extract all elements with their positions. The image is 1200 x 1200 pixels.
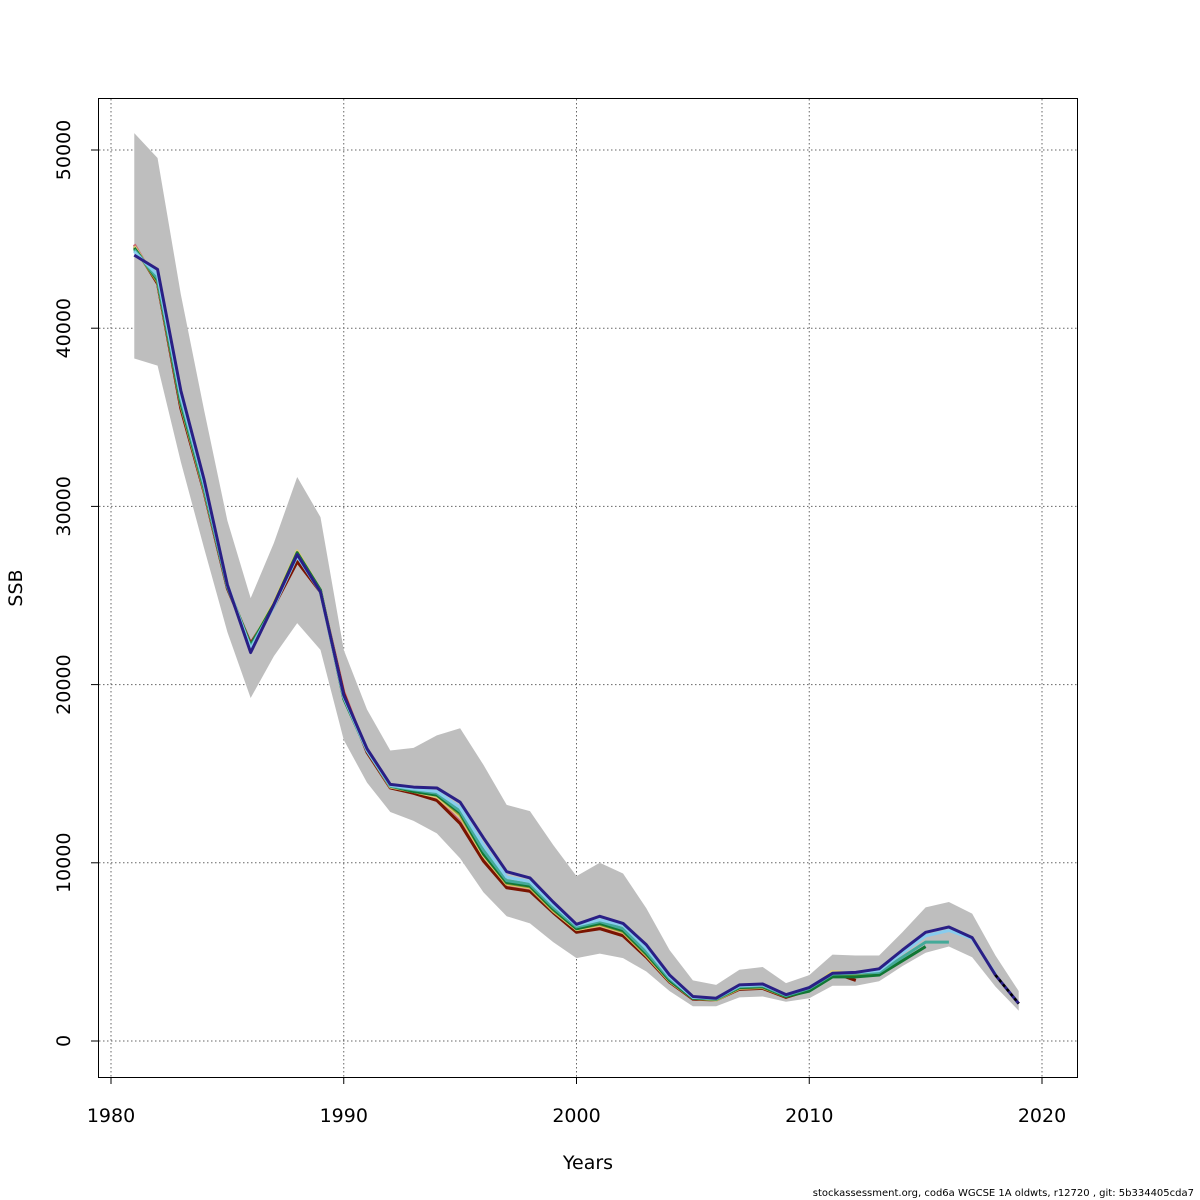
- y-tick-label: 20000: [53, 654, 75, 714]
- grid: [99, 99, 1077, 1077]
- x-tick-label: 1990: [320, 1105, 368, 1127]
- y-tick-label: 0: [53, 1035, 75, 1047]
- y-tick-label: 40000: [53, 298, 75, 358]
- x-axis: 1980 1990 2000 2010 2020: [87, 1077, 1066, 1127]
- plot-frame: [98, 98, 1078, 1078]
- y-tick-label: 30000: [53, 476, 75, 536]
- final-year-dashed-segment: [994, 974, 1020, 1005]
- x-axis-label: Years: [562, 1152, 613, 1174]
- x-tick-label: 2010: [785, 1105, 833, 1127]
- x-tick-label: 2020: [1018, 1105, 1066, 1127]
- x-tick-label: 2000: [552, 1105, 600, 1127]
- series-line-final-2019: [133, 253, 1020, 1005]
- series-lines: [132, 243, 1020, 1005]
- footer-credit: stockassessment.org, cod6a WGCSE 1A oldw…: [812, 1188, 1194, 1199]
- y-tick-label: 10000: [53, 833, 75, 893]
- y-axis-label: SSB: [5, 569, 27, 606]
- y-tick-label: 50000: [53, 120, 75, 180]
- x-tick-label: 1980: [87, 1105, 135, 1127]
- y-axis: 0 10000 20000 30000 40000 50000: [53, 120, 98, 1047]
